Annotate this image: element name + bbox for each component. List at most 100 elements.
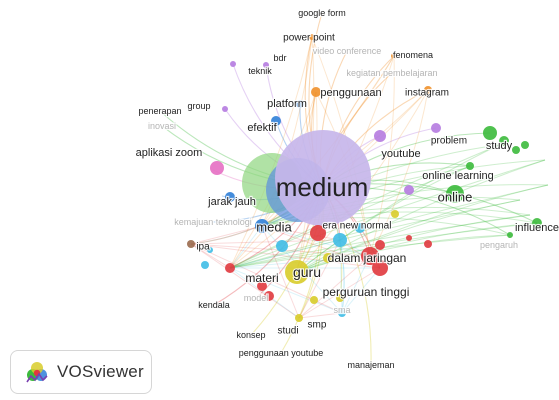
vosviewer-brand-label: VOSviewer [57, 362, 144, 381]
node-circle[interactable] [310, 225, 326, 241]
node-label-dalam-jaringan[interactable]: dalam jaringan [327, 250, 408, 266]
node-circle[interactable] [201, 261, 209, 269]
node-label-medium[interactable]: medium [276, 172, 368, 202]
node-circle[interactable] [512, 146, 520, 154]
node-label-manajeman[interactable]: manajeman [346, 359, 395, 371]
node-circle[interactable] [271, 116, 281, 126]
node-label-guru[interactable]: guru [292, 263, 322, 281]
node-label-inovasi[interactable]: inovasi [147, 120, 177, 132]
node-circle[interactable] [372, 260, 388, 276]
node-label-era-new-normal[interactable]: era new normal [321, 219, 392, 232]
edge-fan [229, 159, 546, 269]
node-circle[interactable] [424, 86, 432, 94]
node-label-google-form[interactable]: google form [297, 7, 347, 19]
node-label-konsep[interactable]: konsep [235, 329, 266, 341]
node-label-studi[interactable]: studi [276, 324, 299, 337]
node-label-problem[interactable]: problem [430, 134, 468, 147]
edge-orange [369, 55, 395, 257]
node-circle[interactable] [333, 233, 347, 247]
node-medium[interactable] [275, 130, 371, 226]
node-label-media[interactable]: media [255, 218, 293, 235]
node-circle[interactable] [404, 185, 414, 195]
node-label-perguruan-tinggi[interactable]: perguruan tinggi [322, 284, 411, 300]
node-label-smp[interactable]: smp [306, 318, 328, 331]
node-circle[interactable] [499, 136, 509, 146]
node-label-penggunaan-youtube[interactable]: penggunaan youtube [238, 347, 325, 359]
node-label-sma[interactable]: sma [332, 304, 351, 316]
node-circle[interactable] [310, 296, 318, 304]
node-label-jarak-jauh[interactable]: jarak jauh [206, 195, 257, 209]
node-circle[interactable] [507, 232, 513, 238]
edge-cross [341, 267, 381, 314]
node-label-penerapan[interactable]: penerapan [137, 105, 182, 117]
node-circle[interactable] [222, 106, 228, 112]
edge-orange [229, 36, 313, 269]
node-label-kegiatan-pembelajaran[interactable]: kegiatan pembelajaran [345, 67, 438, 79]
edge-fan [229, 199, 521, 269]
node-label-bdr[interactable]: bdr [272, 52, 287, 64]
node-circle[interactable] [309, 34, 315, 40]
node-label-group[interactable]: group [186, 100, 211, 112]
node-label-ipa[interactable]: ipa [195, 240, 211, 253]
node-label-power-point[interactable]: power point [282, 31, 336, 44]
node-circle[interactable] [361, 247, 379, 265]
node-circle[interactable] [264, 291, 274, 301]
edge-fan [229, 184, 549, 269]
node-circle[interactable] [338, 309, 346, 317]
node-label-platform[interactable]: platform [266, 97, 308, 111]
node-label-penggunaan[interactable]: penggunaan [319, 86, 382, 100]
node-circle[interactable] [424, 240, 432, 248]
node-circle[interactable] [285, 260, 309, 284]
node-label-pengaruh[interactable]: pengaruh [479, 239, 519, 251]
node-label-teknik[interactable]: teknik [247, 65, 273, 77]
node-circle[interactable] [532, 218, 542, 228]
node-circle[interactable] [521, 141, 529, 149]
node-circle[interactable] [225, 263, 235, 273]
node-circle[interactable] [296, 100, 304, 108]
node-circle[interactable] [311, 87, 321, 97]
node-circle[interactable] [406, 235, 412, 241]
node-label-kemajuan-teknologi[interactable]: kemajuan teknologi [173, 216, 253, 228]
node-label-instagram[interactable]: instagram [404, 86, 450, 99]
edge-cross [190, 243, 231, 269]
node-circle[interactable] [375, 240, 385, 250]
node-circle[interactable] [210, 161, 224, 175]
node-circle[interactable] [336, 294, 344, 302]
edge-cross [229, 267, 343, 314]
node-circle[interactable] [225, 192, 235, 202]
node-label-study[interactable]: study [485, 139, 514, 153]
nodes-layer [187, 34, 542, 322]
node-circle[interactable] [431, 123, 441, 133]
node-label-online[interactable]: online [437, 188, 474, 205]
node-circle[interactable] [323, 253, 333, 263]
node-circle[interactable] [446, 185, 464, 203]
node-label-youtube[interactable]: youtube [380, 147, 421, 161]
node-circle[interactable] [483, 126, 497, 140]
edge-fan [229, 214, 531, 269]
edge-fan [296, 144, 500, 273]
node-circle[interactable] [187, 240, 195, 248]
node-circle[interactable] [276, 240, 288, 252]
node-label-online-learning[interactable]: online learning [421, 169, 495, 183]
node-label-kendala[interactable]: kendala [197, 299, 231, 311]
node-circle[interactable] [255, 219, 269, 233]
node-label-influence[interactable]: influence [514, 221, 559, 235]
node-label-materi[interactable]: materi [244, 270, 280, 286]
node-circle[interactable] [263, 62, 269, 68]
node-circle[interactable] [207, 247, 213, 253]
node-circle[interactable] [295, 314, 303, 322]
node-label-fenomena[interactable]: fenomena [392, 49, 434, 61]
node-label-model[interactable]: model [243, 292, 270, 304]
node-label-aplikasi-zoom[interactable]: aplikasi zoom [135, 146, 204, 160]
node-circle[interactable] [230, 61, 236, 67]
node-circle[interactable] [374, 130, 386, 142]
node-circle[interactable] [257, 281, 267, 291]
node-circle[interactable] [391, 210, 399, 218]
edge-cross [190, 225, 263, 245]
node-label-video-conference[interactable]: video conference [312, 45, 383, 57]
node-circle[interactable] [355, 223, 365, 233]
node-circle[interactable] [391, 53, 397, 59]
node-circle[interactable] [466, 162, 474, 170]
node-label-efektif[interactable]: efektif [246, 121, 278, 135]
